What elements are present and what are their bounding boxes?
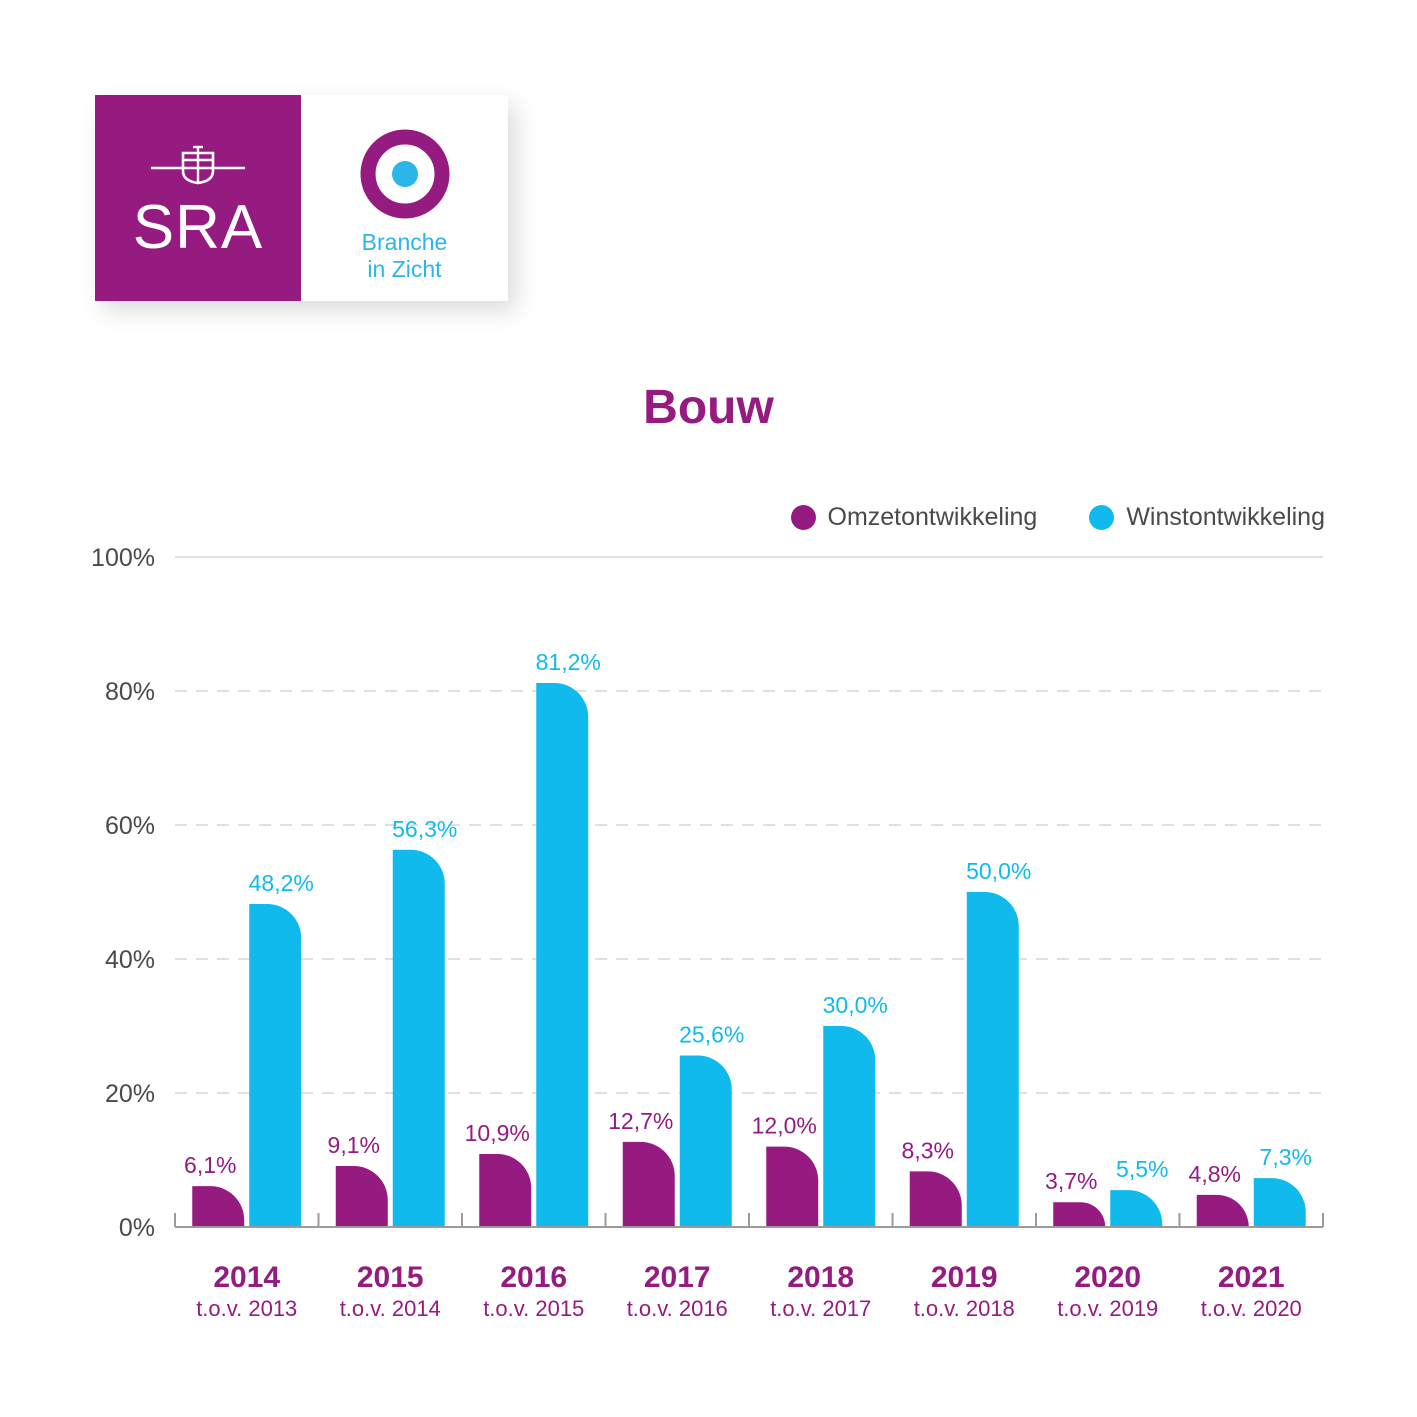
logo-card: SRA Branche in Zicht (95, 95, 508, 301)
data-label-omzet: 8,3% (902, 1137, 954, 1163)
data-label-omzet: 12,7% (608, 1108, 673, 1134)
x-category-label: 2017 (644, 1261, 711, 1294)
x-category-label: 2014 (213, 1261, 280, 1294)
x-category-label: 2020 (1074, 1261, 1141, 1294)
x-subcategory-label: t.o.v. 2018 (914, 1296, 1015, 1321)
data-label-omzet: 12,0% (752, 1113, 817, 1139)
bar-omzet (1196, 1194, 1249, 1227)
bar-winst (392, 849, 445, 1227)
bar-winst (536, 682, 589, 1227)
bar-winst (1110, 1190, 1163, 1227)
x-category-label: 2015 (357, 1261, 424, 1294)
x-category-label: 2019 (931, 1261, 998, 1294)
data-label-winst: 48,2% (249, 870, 314, 896)
bar-winst (823, 1026, 876, 1227)
bar-omzet (766, 1146, 819, 1227)
data-label-winst: 50,0% (966, 858, 1031, 884)
legend-item-winst: Winstontwikkeling (1089, 503, 1325, 532)
bar-omzet (622, 1141, 675, 1227)
x-subcategory-label: t.o.v. 2019 (1057, 1296, 1158, 1321)
product-line-1: Branche (361, 229, 448, 255)
y-tick-label: 20% (105, 1080, 155, 1108)
data-label-omzet: 4,8% (1189, 1161, 1241, 1187)
y-tick-label: 0% (119, 1214, 155, 1242)
bar-winst (679, 1055, 732, 1227)
y-tick-label: 40% (105, 946, 155, 974)
legend-label-omzet: Omzetontwikkeling (827, 502, 1038, 531)
product-line-2: in Zicht (367, 256, 442, 282)
legend-swatch-omzet (790, 504, 816, 530)
data-label-winst: 25,6% (679, 1021, 744, 1047)
data-label-winst: 81,2% (536, 649, 601, 675)
chart-legend: Omzetontwikkeling Winstontwikkeling (790, 502, 1325, 532)
target-icon (360, 129, 450, 219)
sra-emblem-icon (151, 145, 245, 185)
x-subcategory-label: t.o.v. 2014 (340, 1296, 441, 1321)
legend-label-winst: Winstontwikkeling (1126, 502, 1325, 531)
x-subcategory-label: t.o.v. 2013 (196, 1296, 297, 1321)
sra-brand-text: SRA (132, 193, 264, 262)
x-subcategory-label: t.o.v. 2020 (1201, 1296, 1302, 1321)
y-tick-label: 80% (105, 678, 155, 706)
bar-winst (249, 904, 302, 1227)
data-label-omzet: 10,9% (465, 1120, 530, 1146)
x-subcategory-label: t.o.v. 2015 (483, 1296, 584, 1321)
x-category-label: 2021 (1218, 1261, 1285, 1294)
legend-item-omzet: Omzetontwikkeling (790, 502, 1038, 532)
y-tick-label: 60% (105, 812, 155, 840)
data-label-winst: 5,5% (1116, 1156, 1168, 1182)
data-label-omzet: 6,1% (184, 1152, 236, 1178)
y-tick-label: 100% (91, 544, 155, 572)
branche-in-zicht-logo: Branche in Zicht (301, 95, 508, 301)
bar-omzet (335, 1166, 388, 1227)
x-subcategory-label: t.o.v. 2017 (770, 1296, 871, 1321)
bar-omzet (909, 1171, 962, 1227)
bar-winst (1253, 1178, 1306, 1227)
data-label-omzet: 9,1% (328, 1132, 380, 1158)
x-category-label: 2016 (500, 1261, 567, 1294)
bar-winst (966, 892, 1019, 1227)
x-category-label: 2018 (787, 1261, 854, 1294)
chart-title: Bouw (643, 381, 774, 434)
data-label-winst: 30,0% (823, 992, 888, 1018)
bar-omzet (192, 1186, 245, 1227)
bar-omzet (1053, 1202, 1106, 1227)
branche-in-zicht-text: Branche in Zicht (301, 229, 508, 283)
data-label-winst: 7,3% (1260, 1144, 1312, 1170)
x-subcategory-label: t.o.v. 2016 (627, 1296, 728, 1321)
sra-logo: SRA (95, 95, 301, 301)
data-label-omzet: 3,7% (1045, 1168, 1097, 1194)
bar-omzet (479, 1153, 532, 1227)
legend-swatch-winst (1089, 504, 1115, 530)
data-label-winst: 56,3% (392, 816, 457, 842)
